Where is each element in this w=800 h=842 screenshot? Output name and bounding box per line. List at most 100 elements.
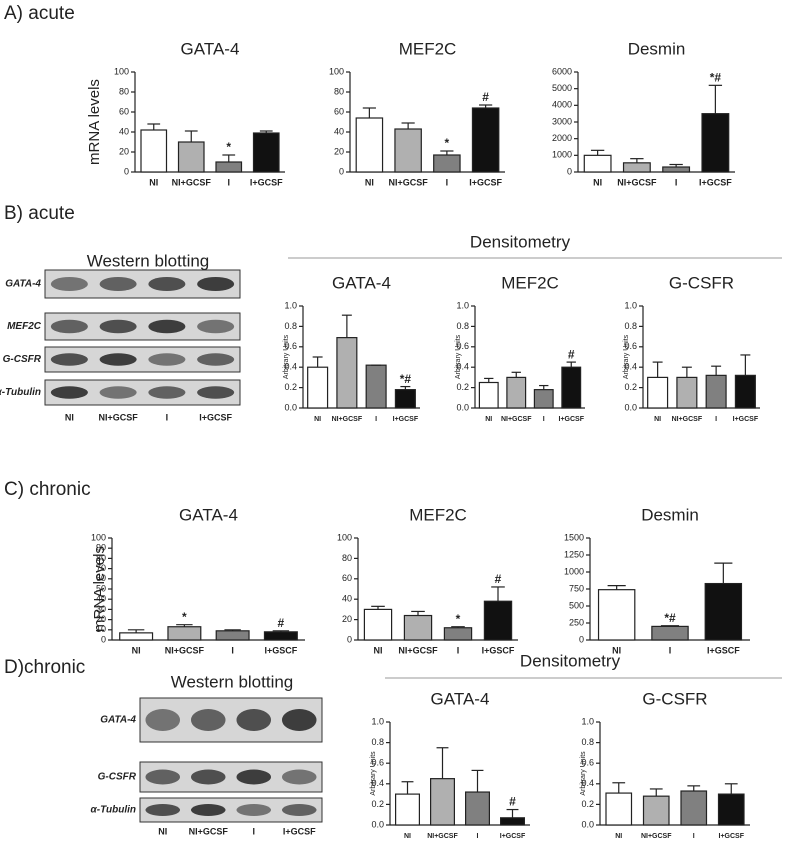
blot-lane-label: I: [166, 412, 169, 422]
y-tick-label: 0.2: [371, 799, 384, 809]
y-tick-label: 0: [101, 634, 106, 644]
chart-title: Desmin: [641, 505, 699, 524]
blot-band: [190, 709, 226, 731]
y-tick-label: 50: [96, 583, 106, 593]
y-tick-label: 1250: [564, 549, 584, 559]
y-tick-label: 0.4: [456, 362, 469, 372]
blot-band: [236, 769, 272, 785]
blot-row-label: G-CSFR: [98, 772, 137, 783]
blot-band: [197, 277, 235, 291]
y-tick-label: 1.0: [581, 716, 594, 726]
bar: [561, 366, 582, 409]
bar: [363, 608, 393, 641]
chart-title: MEF2C: [409, 505, 467, 524]
y-tick-label: 100: [329, 66, 344, 76]
y-tick-label: 0: [579, 634, 584, 644]
y-tick-label: 0.4: [284, 362, 297, 372]
y-tick-label: 4000: [552, 100, 572, 110]
bar-annotation: *: [182, 610, 187, 624]
x-tick-label: NI+GCSF: [388, 177, 428, 187]
y-tick-label: 0.2: [581, 799, 594, 809]
blot-band: [148, 386, 186, 399]
bar: [734, 374, 756, 409]
y-tick-label: 1.0: [284, 300, 297, 310]
y-tick-label: 0.4: [581, 778, 594, 788]
x-tick-label: I+GSCF: [482, 645, 515, 655]
blot-lane-label: NI+GCSF: [98, 412, 138, 422]
bar: [252, 132, 280, 173]
blot-row-label: GATA-4: [100, 715, 136, 726]
x-tick-label: I+GSCF: [264, 645, 297, 655]
bar: [355, 117, 384, 173]
bar: [394, 389, 416, 409]
chart-title: GATA-4: [181, 39, 240, 58]
y-tick-label: 100: [91, 532, 106, 542]
x-tick-label: I: [675, 177, 678, 187]
y-tick-label: 250: [569, 617, 584, 627]
bar: [263, 631, 298, 641]
x-tick-label: I: [715, 416, 717, 423]
x-tick-label: NI: [365, 177, 374, 187]
blot-band: [281, 804, 317, 816]
bar: [500, 817, 526, 826]
y-tick-label: 0.6: [371, 758, 384, 768]
bar-annotation: #: [495, 572, 502, 586]
y-tick-label: 2000: [552, 133, 572, 143]
bar: [705, 374, 727, 409]
x-tick-label: I+GCSF: [500, 833, 526, 840]
bar-annotation: *: [445, 136, 450, 150]
y-tick-label: 40: [119, 126, 129, 136]
bar: [167, 626, 202, 641]
blot-band: [145, 769, 181, 785]
y-axis-label: mRNA levels: [86, 79, 103, 165]
bar: [506, 376, 527, 409]
y-tick-label: 20: [334, 146, 344, 156]
bar: [676, 376, 698, 409]
y-tick-label: 1.0: [456, 300, 469, 310]
bar: [443, 627, 473, 641]
blot-band: [148, 319, 186, 334]
y-tick-label: 80: [342, 553, 352, 563]
blot-band: [50, 353, 88, 366]
blot-lane-label: NI+GCSF: [189, 826, 229, 836]
y-tick-label: 1000: [552, 150, 572, 160]
bar: [365, 364, 387, 409]
bar: [471, 107, 500, 173]
bar-annotation: *: [456, 612, 461, 626]
y-tick-label: 70: [96, 563, 106, 573]
y-tick-label: 20: [342, 614, 352, 624]
x-tick-label: NI: [404, 833, 411, 840]
y-tick-label: 0: [567, 166, 572, 176]
y-tick-label: 40: [96, 594, 106, 604]
x-tick-label: I+GCSF: [393, 416, 419, 423]
y-tick-label: 0: [339, 166, 344, 176]
y-tick-label: 500: [569, 600, 584, 610]
bar: [583, 154, 612, 173]
y-axis-label: Arbitrary Units: [283, 334, 290, 379]
x-tick-label: I: [446, 177, 449, 187]
bar: [597, 589, 636, 641]
y-tick-label: 1000: [564, 566, 584, 576]
blot-lane-label: I: [252, 826, 255, 836]
bar-annotation: #: [482, 90, 489, 104]
y-tick-label: 6000: [552, 66, 572, 76]
bar-annotation: #: [509, 795, 516, 809]
x-tick-label: NI: [485, 416, 492, 423]
panel-label: B) acute: [4, 203, 75, 224]
y-axis-label: Arbitrary Units: [580, 751, 587, 796]
bar-annotation: *#: [664, 611, 676, 625]
densitometry-title: Densitometry: [520, 651, 621, 670]
blot-band: [281, 709, 317, 731]
y-tick-label: 0.8: [456, 321, 469, 331]
y-tick-label: 5000: [552, 83, 572, 93]
y-tick-label: 0.4: [624, 362, 637, 372]
blot-lane-label: I+GCSF: [283, 826, 316, 836]
y-tick-label: 0.4: [371, 778, 384, 788]
y-tick-label: 80: [334, 86, 344, 96]
y-tick-label: 60: [96, 573, 106, 583]
bar: [119, 632, 154, 641]
y-axis-label: Arbitrary Units: [623, 334, 630, 379]
y-tick-label: 1.0: [371, 716, 384, 726]
x-tick-label: NI: [132, 645, 141, 655]
